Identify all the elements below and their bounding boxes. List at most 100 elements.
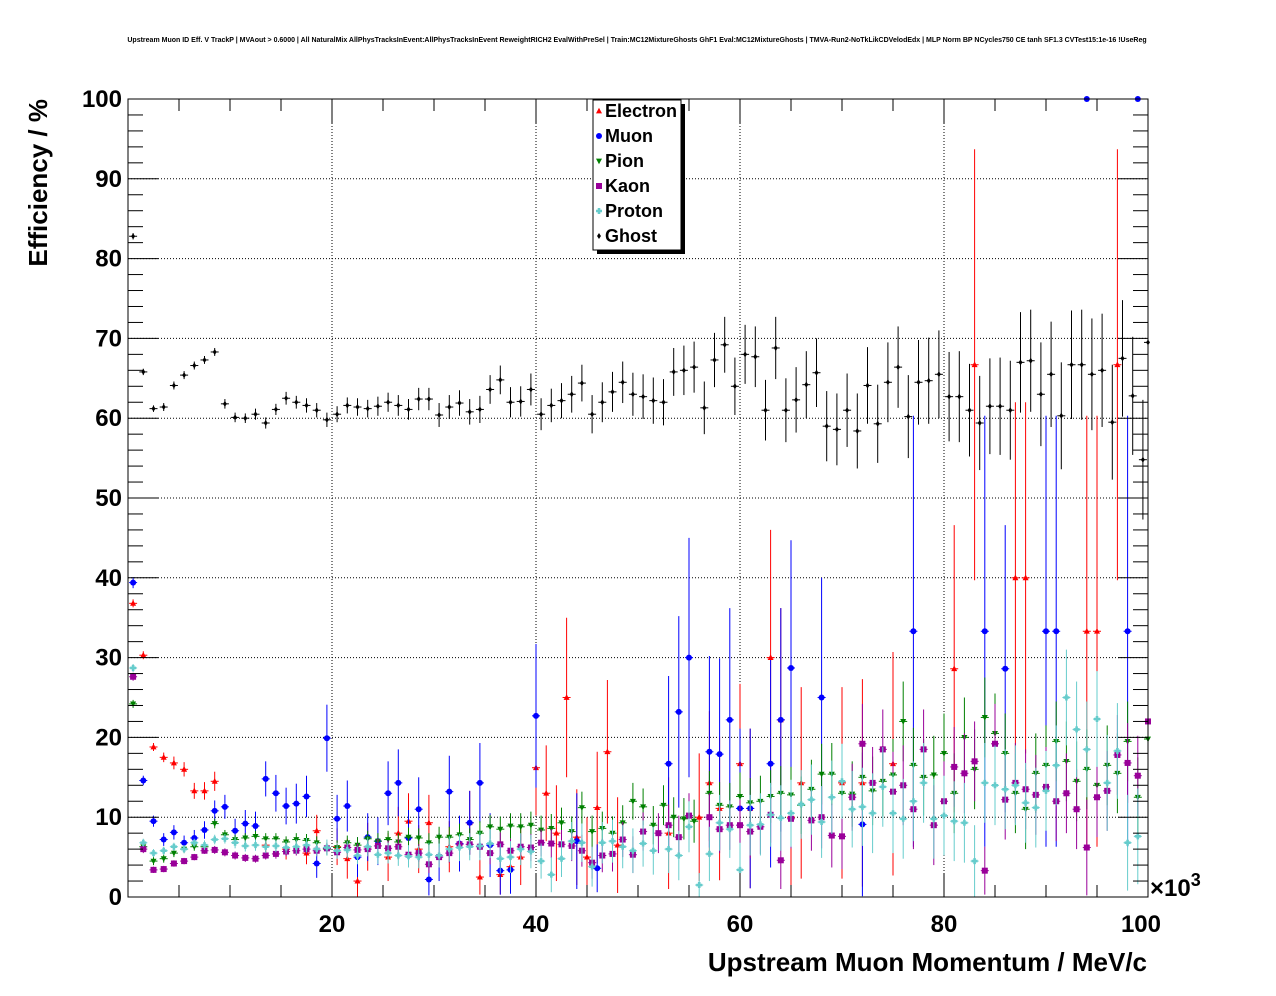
electron-marker [170, 759, 177, 766]
electron-point [542, 745, 551, 842]
proton-marker [890, 810, 896, 817]
proton-marker [599, 839, 606, 846]
kaon-point [210, 845, 219, 854]
proton-marker [859, 803, 866, 810]
muon-marker [283, 803, 290, 810]
muon-point [169, 825, 178, 840]
proton-point [1042, 750, 1050, 831]
proton-point [1031, 767, 1040, 848]
legend-label-muon: Muon [605, 126, 653, 146]
legend-entry-electron: Electron [596, 101, 677, 121]
ghost-point [894, 326, 903, 408]
pion-marker [558, 820, 565, 827]
ghost-marker [222, 400, 227, 407]
ghost-marker [263, 419, 268, 426]
proton-marker [374, 851, 381, 858]
muon-point [271, 774, 280, 812]
electron-marker [604, 748, 611, 755]
electron-point [1021, 402, 1030, 754]
pion-marker [548, 825, 555, 832]
ghost-point [516, 386, 525, 417]
kaon-marker [971, 758, 978, 765]
kaon-point [129, 672, 138, 681]
ghost-point [792, 367, 801, 433]
proton-marker [619, 843, 626, 850]
proton-point [1011, 745, 1020, 826]
proton-marker [436, 852, 443, 859]
ghost-marker [855, 427, 860, 434]
muon-point [532, 644, 540, 788]
proton-point [129, 663, 138, 672]
pion-marker [385, 837, 392, 843]
ghost-marker [457, 400, 462, 407]
proton-marker [1063, 694, 1070, 701]
muon-marker [181, 839, 188, 846]
legend-marker-kaon [596, 183, 602, 189]
ghost-marker [712, 356, 717, 363]
proton-point [302, 837, 311, 853]
proton-point [496, 843, 505, 874]
ghost-point [343, 397, 352, 414]
proton-marker [446, 846, 453, 853]
proton-point [664, 825, 673, 874]
kaon-marker [839, 833, 845, 840]
proton-point [797, 770, 806, 839]
kaon-point [180, 857, 189, 865]
ghost-point [1077, 309, 1086, 420]
muon-point [200, 821, 209, 839]
proton-marker [242, 842, 249, 849]
electron-point [159, 752, 168, 763]
kaon-point [241, 853, 250, 862]
ghost-point [914, 339, 923, 425]
kaon-marker [1124, 759, 1131, 766]
legend-marker-proton [596, 208, 602, 214]
electron-marker [971, 361, 978, 368]
y-tick-label: 50 [95, 485, 122, 512]
x-tick-label: 60 [727, 911, 754, 938]
ghost-marker [488, 386, 493, 393]
y-tick-label: 100 [82, 86, 122, 113]
proton-point [363, 837, 372, 857]
ghost-point [853, 393, 862, 469]
muon-marker [1053, 628, 1060, 635]
kaon-point [980, 846, 989, 895]
muon-point [220, 794, 229, 819]
muon-point [159, 833, 168, 846]
muon-point [210, 800, 219, 822]
ghost-point [363, 399, 372, 418]
ghost-point [996, 357, 1005, 455]
muon-marker [777, 716, 784, 723]
kaon-marker [981, 867, 988, 874]
proton-point [261, 840, 270, 854]
pion-marker [436, 834, 443, 841]
proton-marker [706, 850, 713, 857]
muon-point [424, 863, 433, 896]
ghost-point [1128, 336, 1137, 455]
electron-marker [354, 877, 361, 884]
electron-point [169, 756, 178, 770]
proton-marker [675, 852, 682, 859]
ghost-point [985, 358, 994, 455]
electron-marker [191, 787, 198, 794]
muon-marker [130, 579, 137, 586]
muon-point [445, 755, 454, 828]
proton-point [807, 764, 816, 835]
ghost-marker [977, 419, 982, 426]
proton-point [628, 828, 637, 874]
ghost-marker [1140, 456, 1145, 463]
pion-point [129, 699, 138, 708]
ghost-point [822, 391, 831, 462]
pion-point [506, 813, 515, 839]
ghost-point [802, 351, 811, 419]
kaon-marker [150, 866, 157, 873]
pion-point [149, 857, 158, 866]
electron-point [129, 599, 138, 608]
proton-marker [456, 844, 463, 851]
proton-marker [425, 851, 432, 858]
electron-marker [140, 651, 147, 658]
electron-point [1113, 149, 1122, 581]
electron-marker [543, 789, 550, 796]
ghost-point [455, 390, 464, 416]
ghost-point [628, 372, 637, 416]
ghost-point [322, 412, 331, 427]
